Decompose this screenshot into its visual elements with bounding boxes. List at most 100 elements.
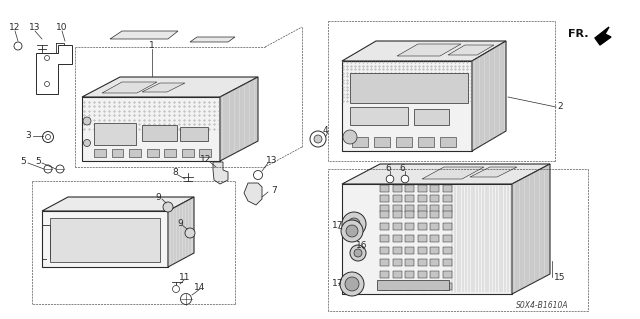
Circle shape: [83, 117, 91, 125]
Bar: [442, 235, 451, 242]
Bar: [405, 205, 414, 212]
Bar: [430, 235, 439, 242]
Bar: [380, 205, 389, 212]
Text: 9: 9: [155, 194, 161, 203]
Bar: [430, 247, 439, 254]
Circle shape: [354, 249, 362, 257]
Bar: [430, 283, 439, 290]
Text: 3: 3: [25, 131, 31, 140]
Text: 14: 14: [195, 283, 205, 292]
Bar: [164, 149, 176, 157]
Bar: [392, 211, 401, 218]
Bar: [94, 123, 136, 145]
Bar: [392, 205, 401, 212]
Bar: [442, 205, 451, 212]
Polygon shape: [244, 183, 262, 205]
Bar: [380, 247, 389, 254]
Polygon shape: [448, 45, 494, 55]
Polygon shape: [142, 83, 185, 92]
Polygon shape: [595, 27, 611, 45]
Polygon shape: [512, 164, 550, 294]
Polygon shape: [472, 41, 506, 151]
Circle shape: [342, 212, 366, 236]
Polygon shape: [342, 61, 472, 151]
Bar: [405, 211, 414, 218]
Circle shape: [45, 81, 49, 86]
Text: 17: 17: [332, 221, 344, 231]
Circle shape: [83, 139, 90, 146]
Polygon shape: [470, 167, 517, 177]
Bar: [405, 283, 414, 290]
Bar: [442, 271, 451, 278]
Polygon shape: [213, 162, 228, 184]
Bar: [380, 185, 389, 192]
Bar: [380, 259, 389, 266]
Bar: [352, 137, 368, 147]
Polygon shape: [42, 211, 168, 267]
Text: 9: 9: [177, 219, 183, 228]
Circle shape: [401, 175, 409, 183]
Bar: [129, 149, 141, 157]
Text: 4: 4: [322, 127, 328, 136]
Circle shape: [180, 293, 191, 305]
Bar: [380, 235, 389, 242]
Polygon shape: [397, 44, 461, 56]
Bar: [180, 127, 208, 141]
Circle shape: [185, 228, 195, 238]
Bar: [377, 280, 449, 290]
Circle shape: [310, 131, 326, 147]
Circle shape: [45, 135, 51, 139]
Polygon shape: [110, 31, 178, 39]
Bar: [442, 283, 451, 290]
Bar: [405, 271, 414, 278]
Circle shape: [14, 42, 22, 50]
Circle shape: [253, 170, 262, 180]
Bar: [417, 223, 426, 230]
Bar: [405, 247, 414, 254]
Bar: [418, 137, 434, 147]
Bar: [430, 185, 439, 192]
Bar: [442, 195, 451, 202]
Circle shape: [345, 277, 359, 291]
Bar: [405, 195, 414, 202]
Circle shape: [314, 135, 322, 143]
Bar: [405, 235, 414, 242]
Polygon shape: [82, 77, 258, 97]
Text: 6: 6: [385, 165, 391, 174]
Circle shape: [343, 130, 357, 144]
Bar: [417, 259, 426, 266]
Text: 17: 17: [332, 278, 344, 287]
Text: 13: 13: [266, 157, 278, 166]
Text: 10: 10: [56, 24, 68, 33]
Text: 11: 11: [179, 272, 191, 281]
Bar: [380, 195, 389, 202]
Bar: [94, 149, 106, 157]
Bar: [147, 149, 159, 157]
Text: 7: 7: [271, 187, 277, 196]
Bar: [392, 283, 401, 290]
Polygon shape: [36, 45, 72, 94]
Bar: [350, 73, 468, 103]
Polygon shape: [168, 197, 194, 267]
Text: 5: 5: [20, 158, 26, 167]
Polygon shape: [422, 167, 484, 179]
Bar: [380, 211, 389, 218]
Circle shape: [348, 218, 360, 230]
Circle shape: [45, 56, 49, 61]
Bar: [142, 125, 177, 141]
Bar: [442, 185, 451, 192]
Bar: [405, 259, 414, 266]
Bar: [380, 223, 389, 230]
Circle shape: [341, 220, 363, 242]
Bar: [417, 283, 426, 290]
Bar: [417, 195, 426, 202]
Bar: [199, 149, 211, 157]
Bar: [440, 137, 456, 147]
Polygon shape: [342, 184, 512, 294]
Bar: [392, 247, 401, 254]
Text: 5: 5: [35, 158, 41, 167]
Text: 16: 16: [356, 241, 368, 249]
Bar: [417, 205, 426, 212]
Bar: [374, 137, 390, 147]
Bar: [417, 185, 426, 192]
